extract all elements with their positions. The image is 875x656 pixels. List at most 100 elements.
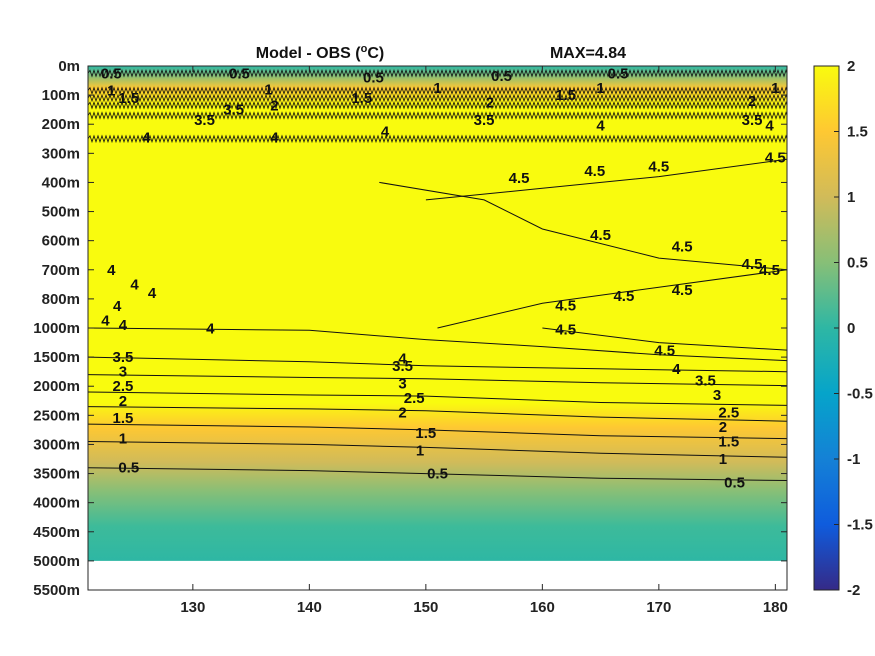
contour-label: 3.5 [742,112,763,129]
y-tick-label: 1000m [33,320,80,337]
contour-line-0.5 [88,467,787,481]
x-tick-label: 170 [646,599,671,616]
contour-label: 4 [381,124,390,141]
contour-label: 2.5 [718,404,739,421]
contour-label: 2.5 [404,390,425,407]
y-tick-label: 5000m [33,553,80,570]
contour-label: 3.5 [223,102,244,119]
colorbar-tick-label: -0.5 [847,386,873,403]
surface-contour-1 [88,86,787,95]
contour-label: 4.5 [672,238,693,255]
contour-label: 4.5 [654,343,675,360]
title-main: Model - OBS ( [256,45,362,62]
colorbar-tick-label: 1.5 [847,124,868,141]
contour-label: 1 [119,431,127,448]
contour-line-2.5 [88,391,787,406]
contour-label: 4 [101,313,110,330]
contour-line-4.5 [542,327,787,351]
contour-label: 2 [719,419,727,436]
contour-line-3.5 [88,356,787,373]
x-tick-label: 130 [180,599,205,616]
y-tick-label: 4500m [33,524,80,541]
contour-label: 4.5 [509,170,530,187]
contour-line-4.5 [425,158,787,201]
title-sup: o [361,43,368,55]
y-tick-label: 1500m [33,349,80,366]
y-tick-label: 2500m [33,407,80,424]
colorbar-tick-label: -1.5 [847,517,873,534]
contour-label: 4.5 [584,163,605,180]
contour-label: 0.5 [724,474,745,491]
surface-contour-0.5 [88,69,787,78]
contour-line-1.5 [88,423,787,440]
contour-label: 4.5 [555,322,576,339]
x-tick-label: 150 [413,599,438,616]
contour-label: 1.5 [113,410,134,427]
contour-label: 0.5 [427,466,448,483]
contour-label: 2 [119,393,127,410]
contour-label: 3 [713,387,721,404]
contour-label: 4.5 [555,297,576,314]
contour-label: 4.5 [759,262,780,279]
contour-lines [88,69,787,481]
contour-label: 4.5 [672,282,693,299]
colorbar-axis: 2 1.5 1 0.5 0 -0.5 -1 -1.5 -2 [834,58,873,599]
y-tick-label: 500m [42,204,80,221]
contour-label: 2 [270,97,278,114]
title-unit: C) [367,45,384,62]
colorbar-tick-label: 0.5 [847,255,868,272]
y-tick-label: 5500m [33,582,80,599]
y-tick-label: 700m [42,262,80,279]
surface-contour-1.5 [88,93,787,103]
contour-label: 4 [119,317,128,334]
y-tick-label: 300m [42,145,80,162]
contour-label: 1 [596,80,604,97]
contour-label: 1 [107,83,115,100]
contour-label: 2 [748,93,756,110]
contour-label: 1.5 [718,434,739,451]
contour-line-4.5 [379,181,787,271]
colorbar-tick-label: 0 [847,320,855,337]
contour-label: 1.5 [351,90,372,107]
contour-label: 4 [113,298,122,315]
contour-label: 1 [264,81,272,98]
contour-line-4.5 [437,269,787,329]
contour-label: 4.5 [765,150,786,167]
contour-label: 2 [486,94,494,111]
surface-contour-2 [88,101,787,110]
contour-line-4 [88,327,787,362]
colorbar-tick-label: 2 [847,58,855,75]
contour-label: 0.5 [608,65,629,82]
contour-label: 3 [119,364,127,381]
contour-label: 0.5 [491,68,512,85]
contour-label: 4 [672,361,681,378]
contour-label: 4 [398,350,407,367]
surface-contour-4 [88,134,787,144]
contour-label: 4.5 [742,256,763,273]
colorbar-tick-label: 1 [847,189,855,206]
x-tick-label: 140 [297,599,322,616]
y-tick-label: 2000m [33,378,80,395]
y-tick-label: 600m [42,233,80,250]
contour-label: 4.5 [648,158,669,175]
contour-label: 0.5 [363,70,384,87]
contour-label: 0.5 [118,460,139,477]
contour-label: 4 [206,321,215,338]
contour-label: 1 [771,80,779,97]
x-tick-label: 160 [530,599,555,616]
chart-title: Model - OBS (oC) [256,43,385,62]
contour-label: 4 [596,118,605,135]
y-tick-label: 400m [42,174,80,191]
contour-label: 4 [765,118,774,135]
x-axis: 130 140 150 160 170 180 [180,66,788,616]
contour-label: 2 [398,404,406,421]
y-tick-label: 800m [42,291,80,308]
contour-label: 1 [719,451,727,468]
contour-label: 1.5 [415,425,436,442]
contour-label: 1 [433,80,441,97]
x-tick-label: 180 [763,599,788,616]
contour-label: 0.5 [229,65,250,82]
contour-line-1 [88,441,787,458]
contour-line-2 [88,406,787,422]
